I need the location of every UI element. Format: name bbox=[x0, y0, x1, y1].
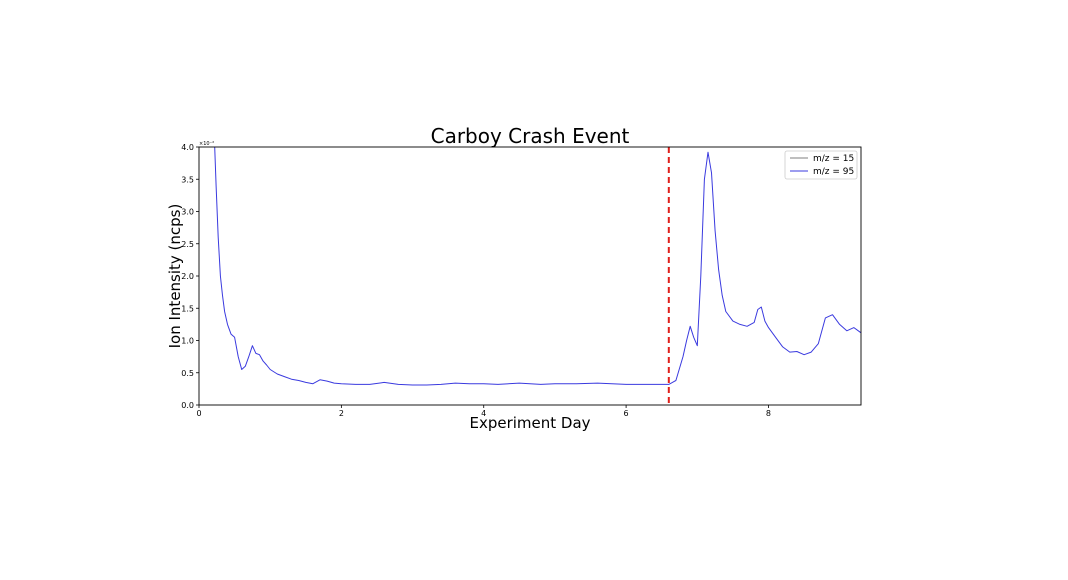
y-tick-label: 2.5 bbox=[181, 240, 194, 249]
chart-title: Carboy Crash Event bbox=[431, 124, 630, 148]
legend-label-mz15: m/z = 15 bbox=[813, 154, 854, 164]
y-tick-label: 0.5 bbox=[181, 369, 194, 378]
y-axis-label: Ion Intensity (ncps) bbox=[166, 204, 184, 349]
x-tick-label: 4 bbox=[481, 409, 486, 418]
legend-label-mz95: m/z = 95 bbox=[813, 167, 854, 177]
plot-area bbox=[214, 147, 861, 405]
y-tick-label: 3.0 bbox=[181, 208, 194, 217]
y-scale-label: ×10⁻² bbox=[199, 141, 214, 147]
y-tick-label: 0.0 bbox=[181, 401, 194, 410]
plot-frame bbox=[198, 146, 862, 406]
x-tick-label: 6 bbox=[624, 409, 629, 418]
y-tick-label: 2.0 bbox=[181, 272, 194, 281]
x-axis-label: Experiment Day bbox=[469, 414, 590, 432]
y-tick-label: 3.5 bbox=[181, 175, 194, 184]
y-tick-label: 1.0 bbox=[181, 337, 194, 346]
x-tick-label: 2 bbox=[339, 409, 344, 418]
legend: m/z = 15 m/z = 95 bbox=[784, 150, 858, 180]
y-tick-label: 4.0 bbox=[181, 143, 194, 152]
series-line-1 bbox=[214, 147, 861, 386]
axis-ticks: 0 2 4 6 8 0.0 0.5 1.0 1.5 2.0 2.5 3.0 3.5 4.0 bbox=[181, 143, 771, 418]
x-tick-label: 8 bbox=[766, 409, 771, 418]
x-tick-label: 0 bbox=[196, 409, 201, 418]
y-tick-label: 1.5 bbox=[181, 304, 194, 313]
